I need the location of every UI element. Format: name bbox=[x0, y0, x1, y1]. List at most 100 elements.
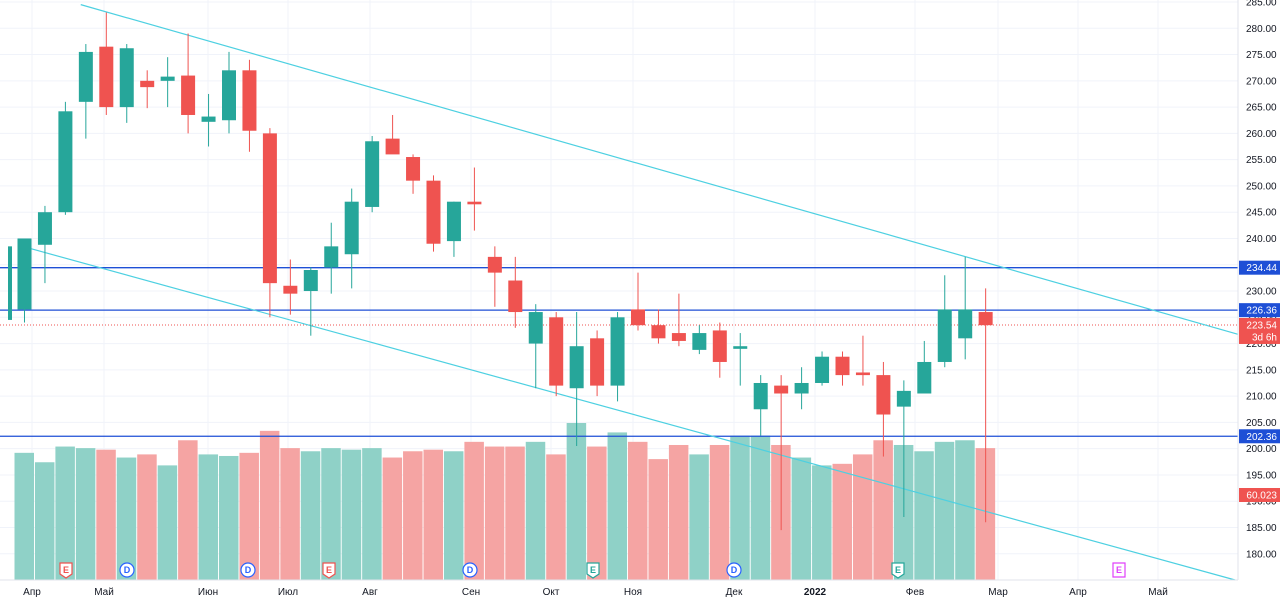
volume-bar bbox=[382, 457, 403, 580]
candle-body bbox=[610, 317, 625, 386]
volume-bar bbox=[34, 462, 55, 580]
price-tick-label: 255.00 bbox=[1246, 155, 1277, 166]
candle-body bbox=[876, 375, 891, 415]
volume-bar bbox=[96, 449, 116, 580]
volume-bar bbox=[403, 451, 423, 580]
channel-trend-line[interactable] bbox=[80, 4, 1239, 335]
candle-body bbox=[631, 309, 645, 326]
candle-body bbox=[222, 70, 236, 121]
time-tick-label: Май bbox=[1148, 587, 1168, 598]
volume-bar bbox=[852, 454, 873, 580]
candle-body bbox=[835, 356, 850, 376]
time-tick-label: Май bbox=[94, 587, 114, 598]
time-tick-label: Июл bbox=[278, 587, 298, 598]
candle-body bbox=[303, 270, 318, 292]
earnings-marker-icon bbox=[586, 562, 600, 579]
volume-bar bbox=[443, 451, 464, 580]
candle-body bbox=[917, 361, 932, 394]
volume-bar bbox=[300, 451, 321, 580]
candle-body bbox=[119, 48, 134, 108]
level-anchor-handle[interactable] bbox=[8, 246, 12, 320]
candle-body bbox=[262, 133, 277, 284]
time-tick-label: Окт bbox=[543, 587, 560, 598]
volume-bar bbox=[423, 449, 443, 580]
candle-body bbox=[794, 382, 809, 394]
volume-bar bbox=[137, 454, 157, 580]
time-tick-label: Мар bbox=[988, 587, 1008, 598]
price-tick-label: 280.00 bbox=[1246, 24, 1277, 35]
volume-bar bbox=[607, 432, 628, 580]
time-tick-label: Июн bbox=[198, 587, 218, 598]
volume-bar bbox=[730, 435, 750, 580]
price-tick-label: 240.00 bbox=[1246, 234, 1277, 245]
countdown-label: 3d 6h bbox=[1252, 332, 1277, 343]
volume-bar bbox=[259, 430, 280, 580]
candle-body bbox=[487, 256, 502, 273]
price-tick-label: 190.00 bbox=[1246, 497, 1277, 508]
price-tick-label: 205.00 bbox=[1246, 418, 1277, 429]
volume-bar bbox=[812, 465, 832, 580]
volume-bar bbox=[648, 459, 668, 580]
earnings-marker-icon bbox=[1112, 562, 1126, 578]
candle-body bbox=[528, 312, 543, 344]
volume-bar bbox=[484, 446, 505, 580]
price-tick-label: 210.00 bbox=[1246, 392, 1277, 403]
candle-body bbox=[774, 385, 789, 394]
volume-bar bbox=[280, 448, 300, 580]
time-axis[interactable]: Апр Май Июн Июл Авг Сен Окт Ноя Дек 2022 Фев Мар Апр… bbox=[23, 587, 1168, 598]
price-tick-label: 220.00 bbox=[1246, 339, 1277, 350]
candle-body bbox=[78, 51, 93, 102]
volume-bar bbox=[157, 465, 178, 580]
price-tick-label: 260.00 bbox=[1246, 129, 1277, 140]
candle-body bbox=[385, 138, 400, 155]
dividend-marker-label: D bbox=[731, 565, 738, 575]
candle-body bbox=[365, 141, 380, 207]
candle-body bbox=[549, 317, 564, 386]
candle-body bbox=[855, 372, 870, 376]
volume-bar bbox=[525, 441, 546, 580]
time-tick-label: Фев bbox=[906, 587, 924, 598]
dividend-marker-icon bbox=[726, 562, 742, 578]
price-tick-label: 195.00 bbox=[1246, 470, 1277, 481]
price-tick-label: 180.00 bbox=[1246, 549, 1277, 560]
current-price-tag-label: 223.54 bbox=[1246, 320, 1277, 331]
volume-bar bbox=[116, 457, 137, 580]
volume-bar bbox=[362, 448, 382, 580]
price-tick-label: 285.00 bbox=[1246, 0, 1277, 9]
dividend-marker-icon bbox=[119, 562, 135, 578]
level-price-tag bbox=[1239, 429, 1280, 444]
candle-body bbox=[753, 382, 768, 410]
price-tick-label: 200.00 bbox=[1246, 444, 1277, 455]
price-tick-label: 250.00 bbox=[1246, 181, 1277, 192]
trend-channel[interactable] bbox=[22, 4, 1239, 581]
price-tick-label: 185.00 bbox=[1246, 523, 1277, 534]
volume-bar bbox=[689, 454, 709, 580]
candle-body bbox=[508, 280, 523, 313]
volume-bar bbox=[75, 448, 96, 580]
earnings-marker-label: E bbox=[63, 565, 69, 575]
candle-body bbox=[344, 201, 359, 255]
level-price-tag bbox=[1239, 303, 1280, 318]
volume-bar bbox=[341, 449, 362, 580]
earnings-marker-label: E bbox=[1116, 565, 1122, 575]
volume-bar bbox=[546, 454, 566, 580]
candle-body bbox=[467, 201, 482, 205]
candle-body bbox=[37, 212, 52, 245]
price-tick-label: 230.00 bbox=[1246, 287, 1277, 298]
candle-body bbox=[651, 325, 666, 339]
volume-bar bbox=[587, 446, 607, 580]
time-tick-label: Ноя bbox=[624, 587, 642, 598]
volume-bar bbox=[505, 446, 525, 580]
price-tick-label: 270.00 bbox=[1246, 76, 1277, 87]
volume-bar bbox=[566, 423, 587, 580]
candle-body bbox=[733, 346, 748, 349]
volume-tag-label: 60.023 bbox=[1246, 491, 1277, 502]
volume-bar bbox=[832, 463, 852, 580]
candle-body bbox=[181, 75, 196, 115]
time-tick-label: 2022 bbox=[804, 587, 827, 598]
price-tick-label: 275.00 bbox=[1246, 50, 1277, 61]
channel-trend-line[interactable] bbox=[22, 245, 1236, 581]
